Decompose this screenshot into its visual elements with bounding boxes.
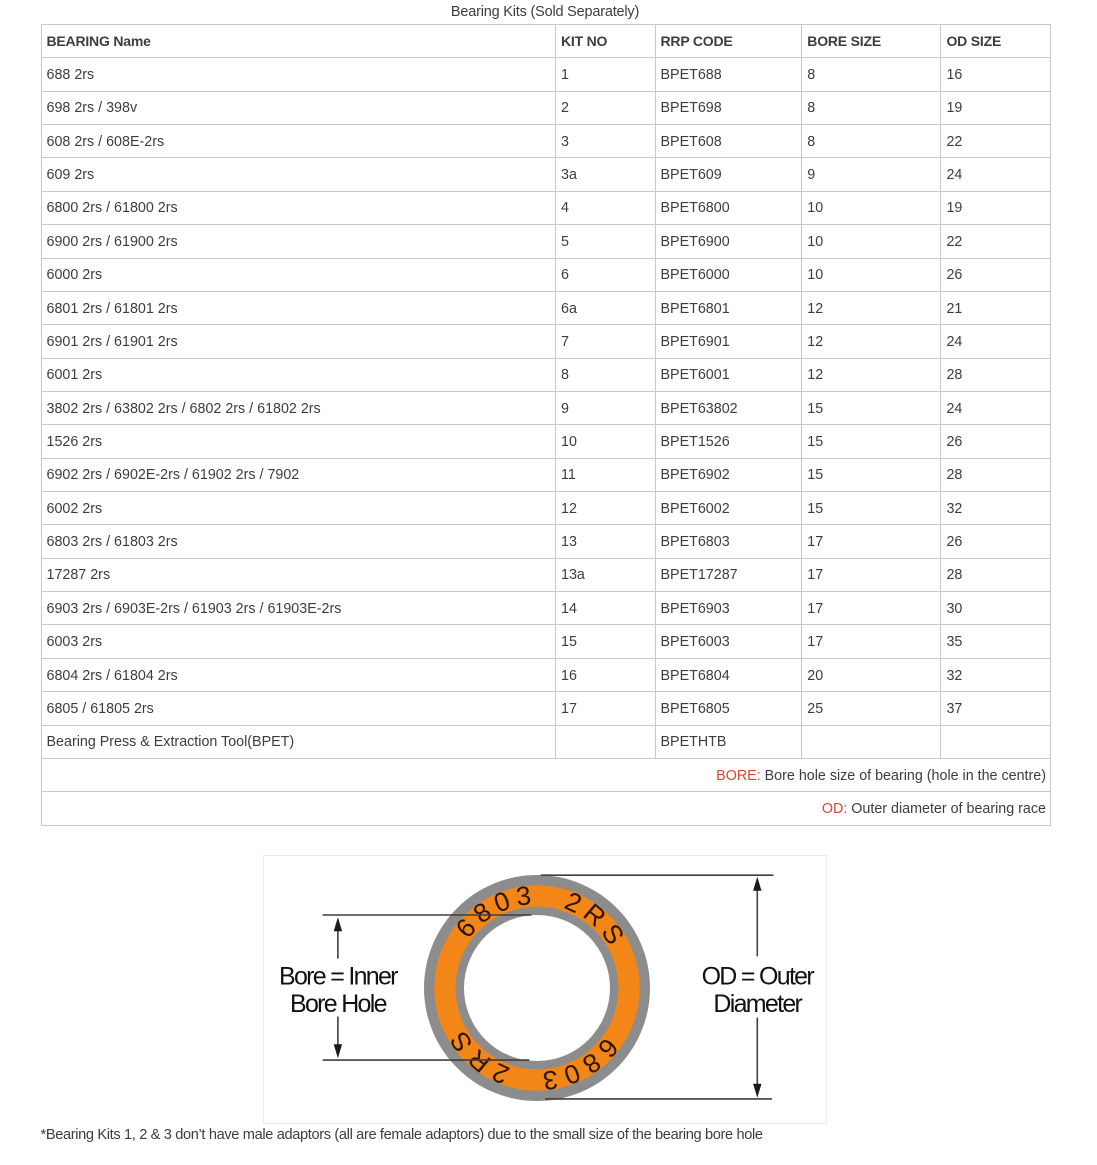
svg-text:Diameter: Diameter: [714, 990, 803, 1018]
svg-text:Bore = Inner: Bore = Inner: [279, 962, 398, 990]
svg-text:OD = Outer: OD = Outer: [702, 962, 815, 990]
svg-text:Bore Hole: Bore Hole: [290, 990, 387, 1018]
